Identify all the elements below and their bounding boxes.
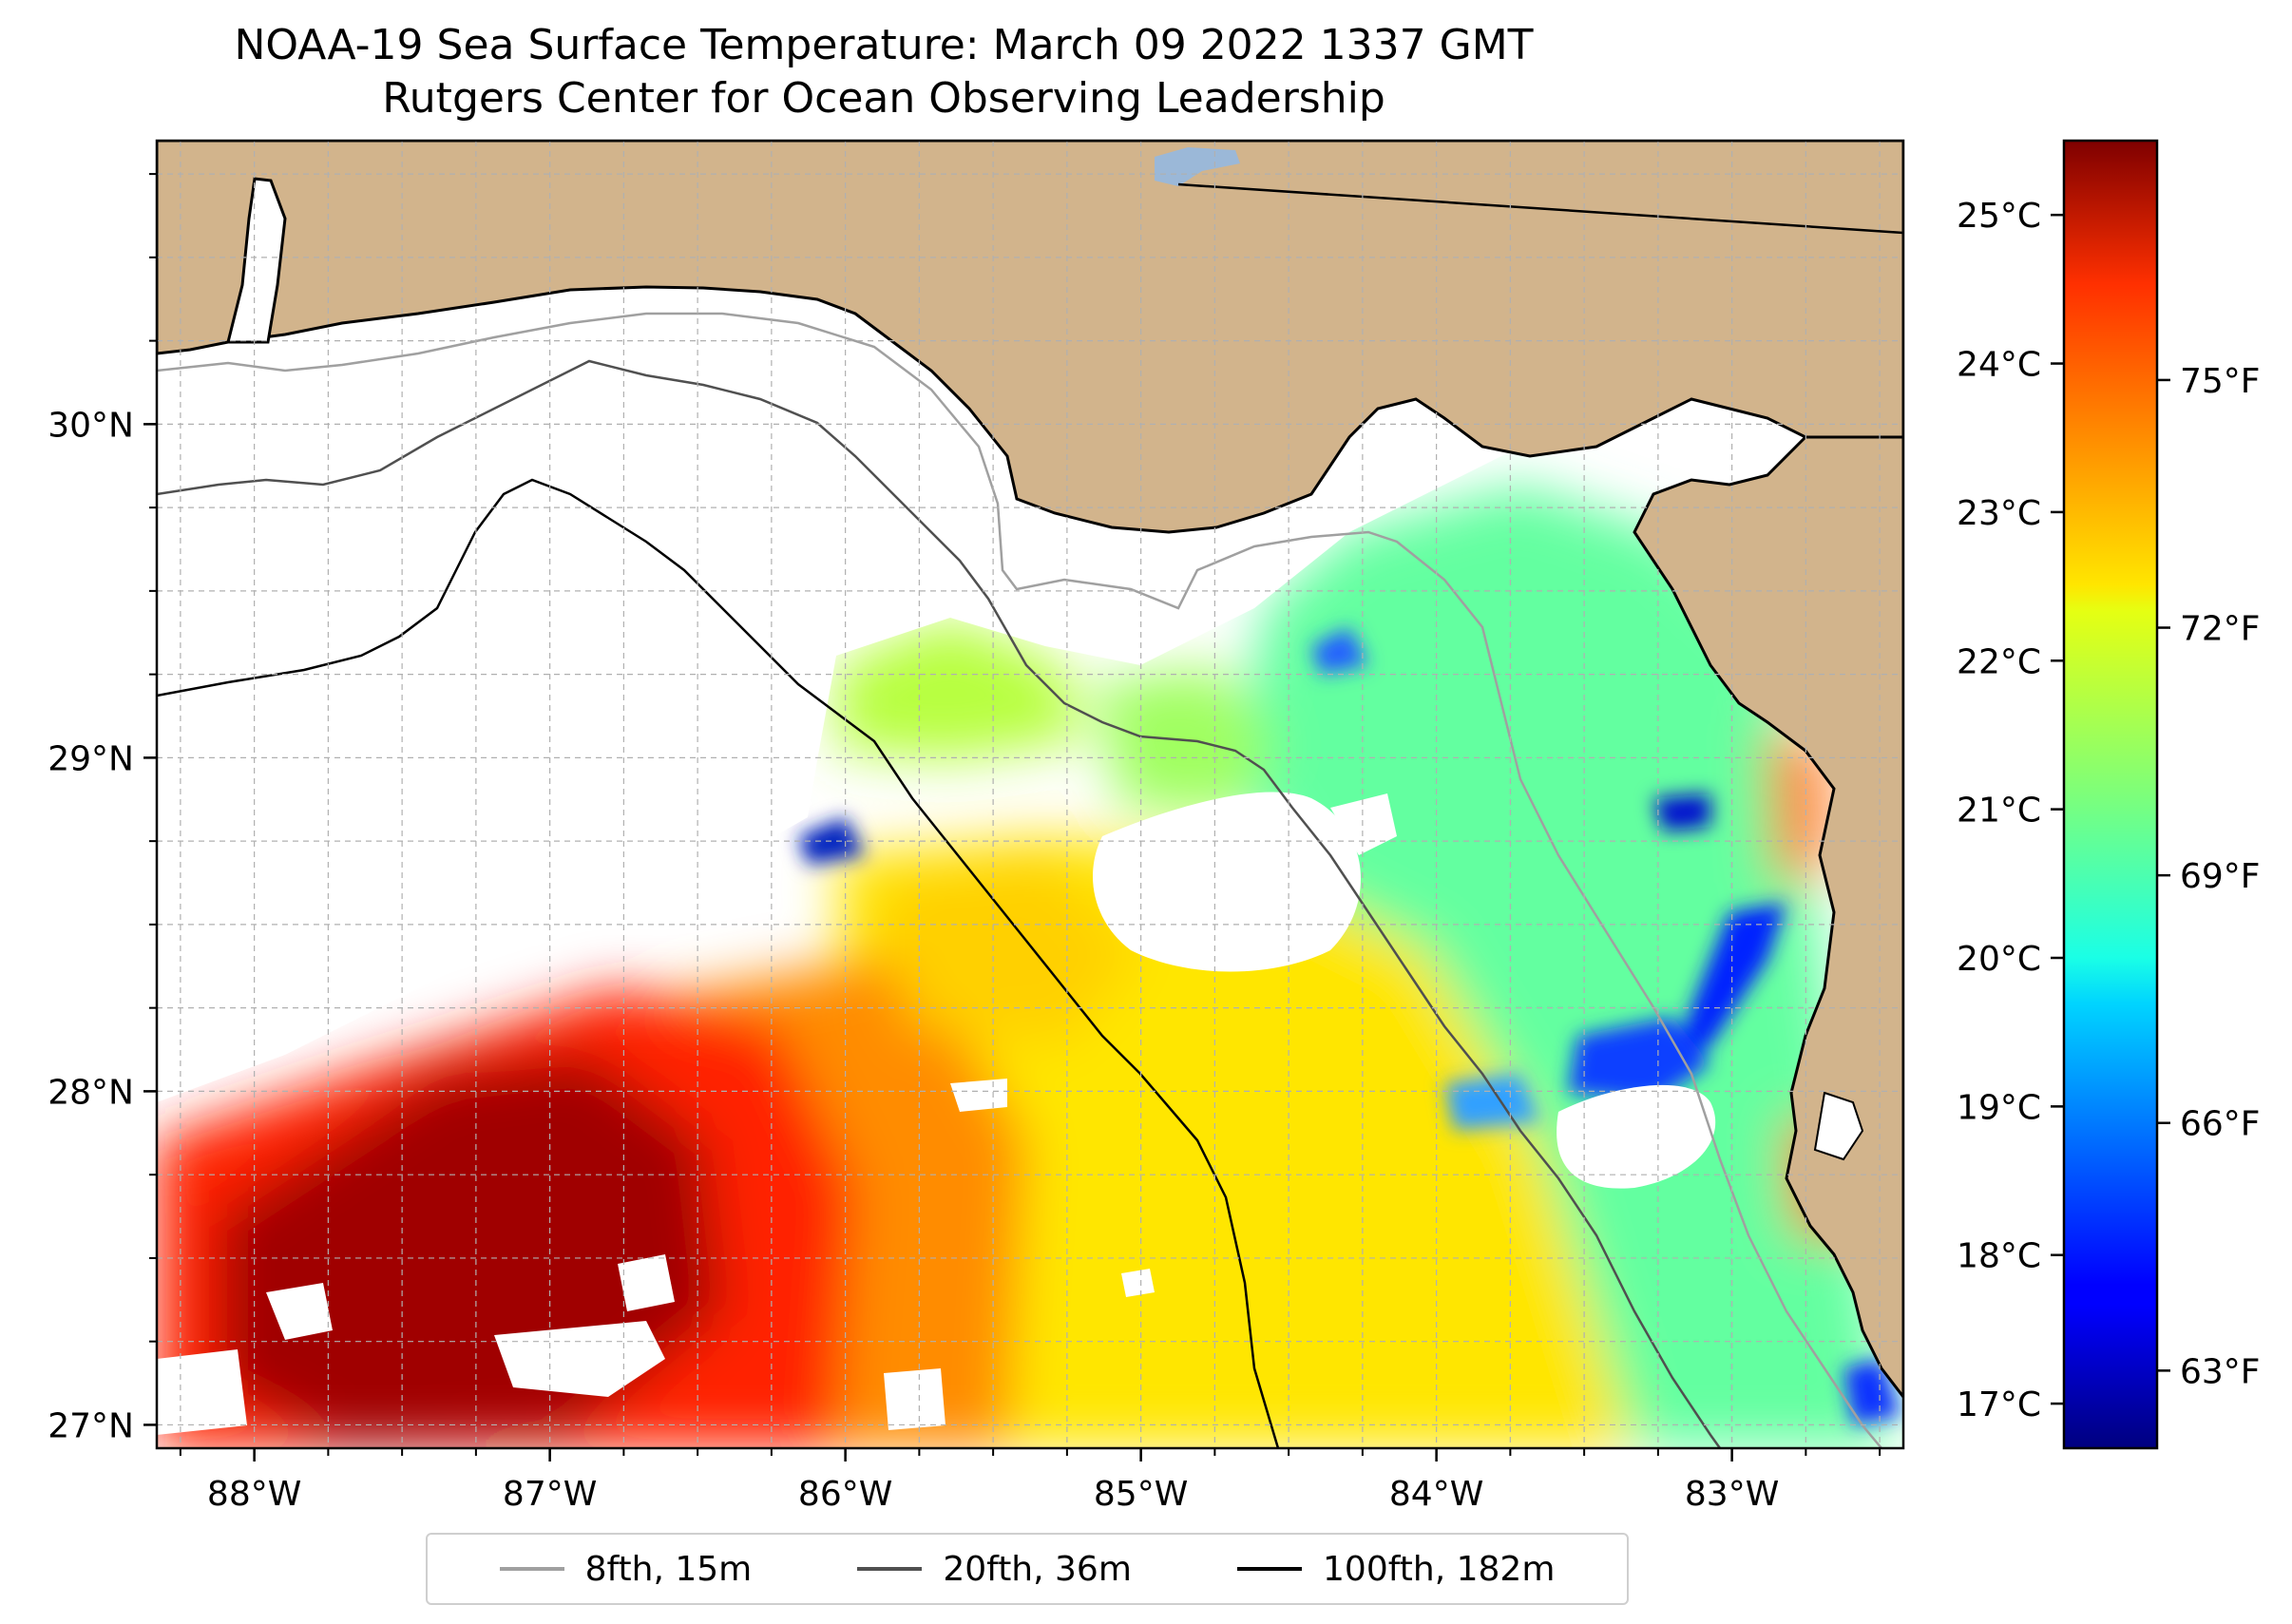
legend-label: 100fth, 182m [1323, 1549, 1556, 1589]
land-area [157, 141, 1903, 1400]
legend-item-8fth: 8fth, 15m [499, 1549, 753, 1589]
fahrenheit-tick-label: 66°F [2180, 1105, 2261, 1144]
celsius-tick-label: 19°C [1957, 1088, 2041, 1127]
lon-tick-label: 83°W [1685, 1475, 1779, 1514]
lat-tick-label: 30°N [48, 406, 134, 445]
state-border [1177, 182, 1903, 235]
celsius-tick-label: 22°C [1957, 642, 2041, 681]
lat-tick-label: 28°N [48, 1073, 134, 1112]
legend-label: 20fth, 36m [943, 1549, 1132, 1589]
lon-tick-label: 88°W [207, 1475, 301, 1514]
celsius-tick-label: 18°C [1957, 1237, 2041, 1276]
lon-tick-label: 85°W [1094, 1475, 1188, 1514]
celsius-tick-label: 25°C [1957, 197, 2041, 236]
lake [1155, 147, 1240, 186]
map-panel [157, 141, 1903, 1448]
gridlines [157, 141, 1903, 1448]
sst-field [157, 485, 1900, 1448]
isobaths [157, 312, 1882, 1448]
celsius-tick-label: 17°C [1957, 1385, 2041, 1424]
colorbar-celsius-scale: 17°C 18°C 19°C 20°C 21°C 22°C 23°C 24°C 25°C [1957, 197, 2064, 1424]
map-title: NOAA-19 Sea Surface Temperature: March 0… [234, 21, 1534, 69]
axis-tick-labels: 88°W 87°W 86°W 85°W 84°W 83°W 27°N 28°N 29°N 30°N [48, 406, 1779, 1514]
isobath-legend: 8fth, 15m 20fth, 36m 100fth, 182m [426, 1533, 1629, 1605]
lat-tick-label: 27°N [48, 1406, 134, 1445]
celsius-tick-label: 21°C [1957, 792, 2041, 831]
celsius-tick-label: 23°C [1957, 494, 2041, 533]
colorbar-fahrenheit-scale: 63°F 66°F 69°F 72°F 75°F [2157, 362, 2261, 1391]
legend-item-20fth: 20fth, 36m [857, 1550, 1132, 1589]
isobath-36m [157, 359, 1722, 1448]
axis-ticks [143, 173, 1881, 1462]
lon-tick-label: 84°W [1389, 1475, 1483, 1514]
map-subtitle: Rutgers Center for Ocean Observing Leade… [382, 74, 1385, 123]
map-frame [155, 139, 1905, 1450]
fahrenheit-tick-label: 63°F [2180, 1352, 2261, 1391]
legend-item-100fth: 100fth, 182m [1237, 1550, 1555, 1589]
legend-label: 8fth, 15m [584, 1549, 753, 1589]
legend-swatch [857, 1567, 923, 1571]
lon-tick-label: 86°W [798, 1475, 892, 1514]
isobath-15m [157, 312, 1882, 1448]
fahrenheit-tick-label: 72°F [2180, 610, 2261, 649]
lat-tick-label: 29°N [48, 739, 134, 778]
celsius-tick-label: 20°C [1957, 940, 2041, 979]
fahrenheit-tick-label: 75°F [2180, 362, 2261, 401]
fahrenheit-tick-label: 69°F [2180, 857, 2261, 896]
colorbar-frame [2062, 139, 2159, 1450]
colorbar [2064, 141, 2157, 1448]
lon-tick-label: 87°W [503, 1475, 597, 1514]
legend-swatch [1237, 1567, 1303, 1571]
celsius-tick-label: 24°C [1957, 346, 2041, 385]
legend-swatch [499, 1567, 564, 1571]
isobath-182m [157, 478, 1280, 1448]
